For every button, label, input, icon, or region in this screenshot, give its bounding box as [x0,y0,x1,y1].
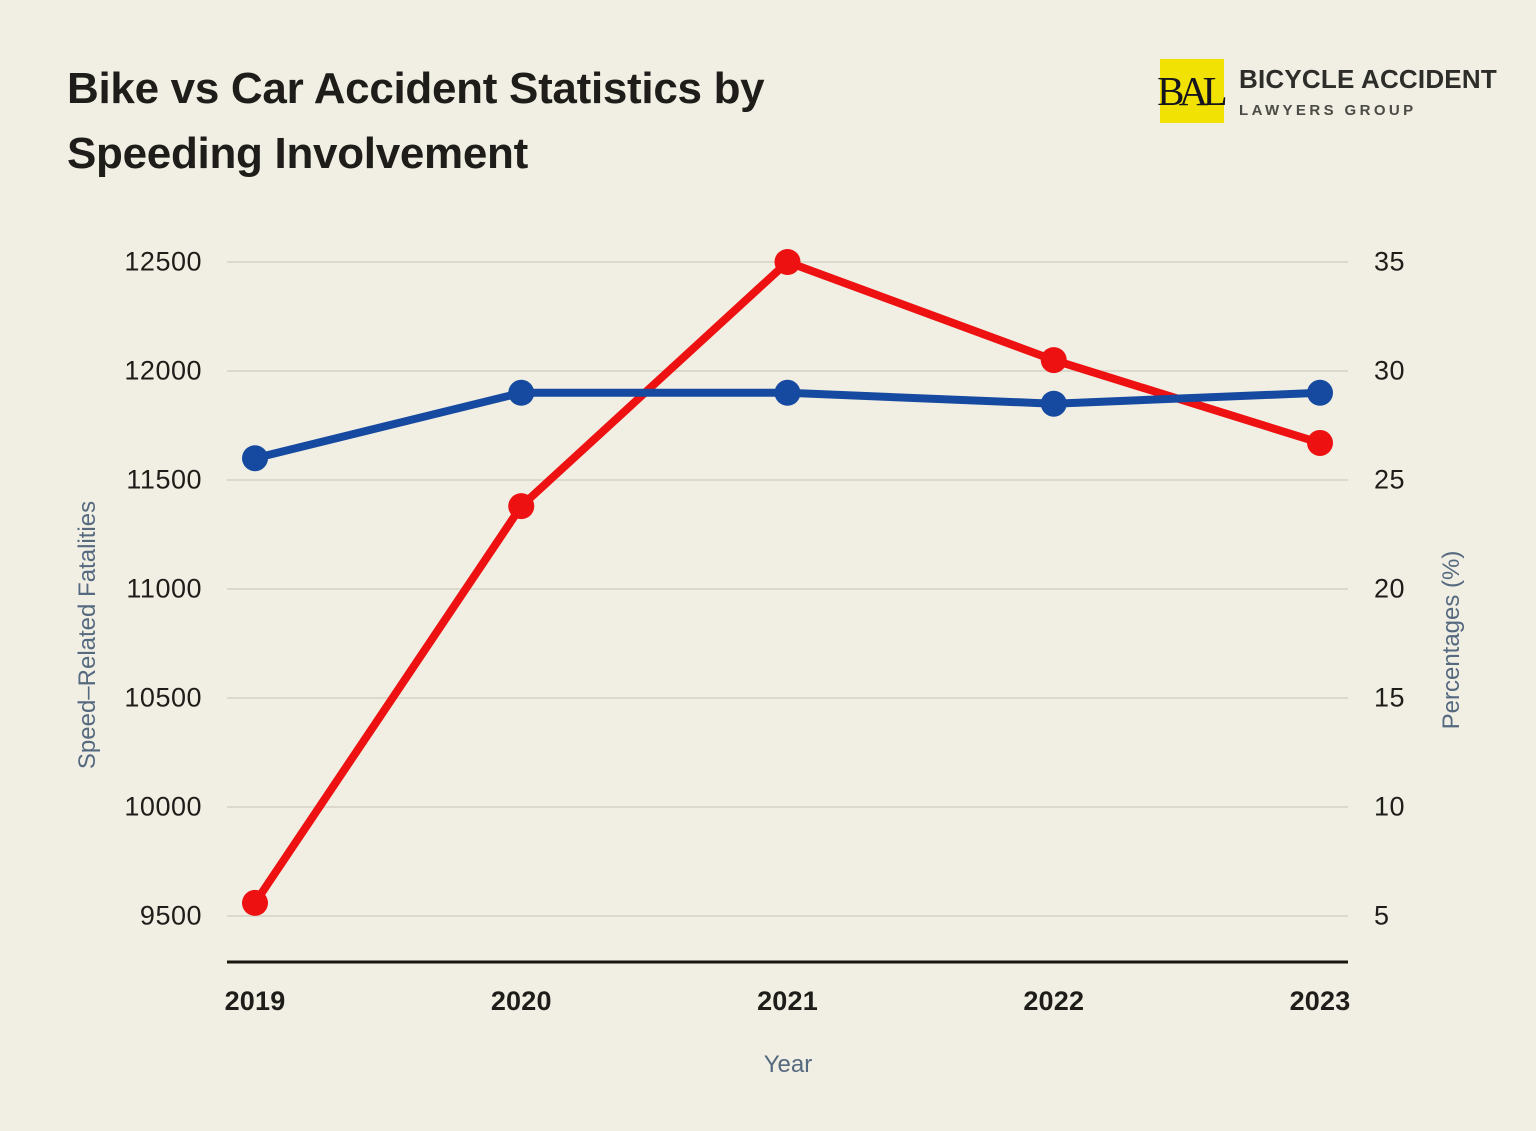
y-axis-right-tick-label: 25 [1374,464,1406,495]
data-point-marker [242,445,268,472]
y-axis-right-tick-label: 10 [1374,791,1406,822]
x-axis-tick-label: 2021 [757,986,818,1016]
x-axis-tick-label: 2022 [1023,986,1085,1016]
data-point-marker [774,249,801,275]
logo-name: BICYCLE ACCIDENT [1239,63,1497,94]
x-axis-tick-label: 2020 [490,986,552,1016]
y-axis-right-tick-label: 5 [1374,900,1390,931]
x-axis-title: Year [763,1051,813,1078]
y-axis-left-tick-label: 11000 [126,573,202,604]
right-axis-title: Percentages (%) [1438,550,1465,730]
logo-monogram-badge: BAL [1157,59,1228,123]
left-axis-title: Speed–Related Fatalities [74,500,101,770]
y-axis-left-tick-label: 10000 [124,791,202,822]
y-axis-right-tick-label: 35 [1374,246,1406,277]
page-title-line-1: Bike vs Car Accident Statistics by [67,64,765,113]
y-axis-left-tick-label: 9500 [139,900,202,931]
data-point-marker [1040,347,1067,374]
page-title-line-2: Speeding Involvement [67,129,528,179]
data-point-marker [1040,390,1067,417]
y-axis-left-tick-label: 12500 [124,246,202,277]
y-axis-left-tick-label: 12000 [124,355,202,386]
data-point-marker [774,379,801,406]
logo-text: BICYCLE ACCIDENT LAWYERS GROUP [1239,64,1497,119]
data-point-marker [242,889,268,916]
y-axis-right-tick-label: 20 [1374,573,1406,604]
logo-monogram: BAL [1157,67,1227,114]
x-axis-tick-label: 2023 [1289,986,1351,1016]
page-title: Bike vs Car Accident Statistics by Speed… [67,56,765,186]
data-point-marker [508,379,535,406]
y-axis-left-tick-label: 11500 [126,464,202,495]
y-axis-right-tick-label: 15 [1374,682,1406,713]
data-point-marker [508,493,535,520]
x-axis-tick-label: 2019 [224,986,286,1016]
data-point-marker [1307,379,1333,406]
y-axis-left-tick-label: 10500 [124,682,202,713]
data-point-marker [1307,429,1333,456]
y-axis-right-tick-label: 30 [1374,355,1406,386]
logo-tagline: LAWYERS GROUP [1239,101,1417,119]
logo: BAL BICYCLE ACCIDENT LAWYERS GROUP [1157,59,1497,123]
